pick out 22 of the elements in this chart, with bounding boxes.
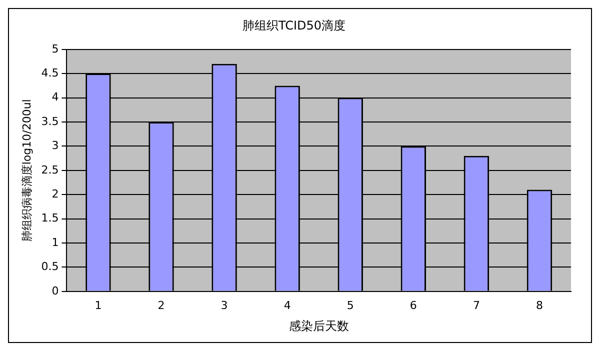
y-tick-label: 0 — [52, 284, 59, 298]
y-tick-label: 1 — [52, 236, 59, 249]
y-tick-label: 5 — [52, 42, 59, 56]
x-tick-label: 5 — [346, 298, 354, 312]
y-tick-label: 2.5 — [41, 163, 59, 176]
y-tick-label: 2 — [52, 187, 59, 200]
x-tick-label: 3 — [220, 298, 228, 312]
chart-title: 肺组织TCID50滴度 — [242, 18, 346, 32]
y-tick-label: 0.5 — [41, 260, 59, 274]
y-tick-label: 4 — [52, 90, 59, 104]
x-tick-label: 7 — [472, 298, 480, 312]
x-axis-title: 感染后天数 — [288, 318, 349, 333]
x-tick-label: 4 — [284, 298, 291, 312]
x-tick-label: 2 — [158, 298, 165, 312]
y-tick-label: 1.5 — [41, 212, 59, 225]
y-tick-label: 4.5 — [41, 66, 59, 80]
x-tick-label: 1 — [94, 298, 102, 312]
y-axis-title: 肺组织病毒滴度log10/200ul — [20, 99, 34, 242]
x-tick-label: 8 — [536, 298, 543, 312]
x-tick-label: 6 — [410, 298, 417, 312]
y-tick-label: 3 — [52, 139, 59, 152]
y-tick-label: 3.5 — [41, 114, 59, 128]
